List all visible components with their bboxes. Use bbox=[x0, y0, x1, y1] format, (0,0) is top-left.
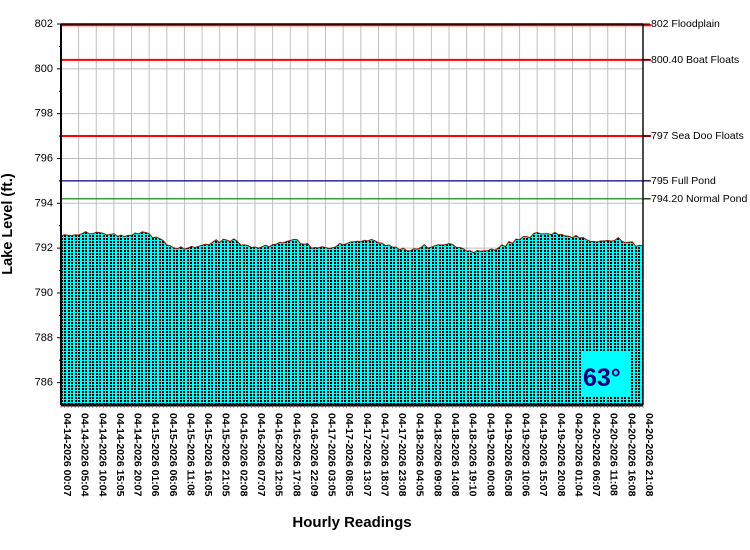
svg-text:04-19-2026 00:08: 04-19-2026 00:08 bbox=[484, 413, 496, 497]
svg-text:04-14-2026 00:07: 04-14-2026 00:07 bbox=[61, 413, 73, 497]
svg-text:802 Floodplain: 802 Floodplain bbox=[651, 18, 720, 30]
svg-text:04-20-2026 01:04: 04-20-2026 01:04 bbox=[572, 413, 584, 497]
svg-text:786: 786 bbox=[35, 377, 53, 389]
svg-text:04-20-2026 16:08: 04-20-2026 16:08 bbox=[625, 413, 637, 497]
svg-text:63°: 63° bbox=[583, 364, 621, 392]
svg-text:04-14-2026 10:04: 04-14-2026 10:04 bbox=[96, 413, 108, 497]
svg-text:04-16-2026 12:05: 04-16-2026 12:05 bbox=[273, 413, 285, 497]
svg-text:04-19-2026 20:08: 04-19-2026 20:08 bbox=[555, 413, 567, 497]
svg-text:794.20 Normal Pond: 794.20 Normal Pond bbox=[651, 193, 747, 205]
svg-text:04-16-2026 02:08: 04-16-2026 02:08 bbox=[237, 413, 249, 497]
svg-text:794: 794 bbox=[35, 197, 53, 209]
svg-text:04-15-2026 11:08: 04-15-2026 11:08 bbox=[184, 413, 196, 496]
svg-text:04-15-2026 06:06: 04-15-2026 06:06 bbox=[167, 413, 179, 497]
svg-text:790: 790 bbox=[35, 287, 53, 299]
svg-text:Hourly Readings: Hourly Readings bbox=[292, 514, 411, 531]
svg-text:788: 788 bbox=[35, 332, 53, 344]
svg-text:04-18-2026 14:08: 04-18-2026 14:08 bbox=[449, 413, 461, 497]
svg-text:797 Sea Doo Floats: 797 Sea Doo Floats bbox=[651, 130, 744, 142]
svg-text:04-18-2026 19:10: 04-18-2026 19:10 bbox=[467, 413, 479, 497]
svg-text:795 Full Pond: 795 Full Pond bbox=[651, 175, 716, 187]
svg-text:04-17-2026 13:07: 04-17-2026 13:07 bbox=[361, 413, 373, 497]
svg-text:04-20-2026 11:08: 04-20-2026 11:08 bbox=[608, 413, 620, 496]
svg-text:04-14-2026 05:04: 04-14-2026 05:04 bbox=[79, 413, 91, 497]
svg-text:04-20-2026 06:07: 04-20-2026 06:07 bbox=[590, 413, 602, 497]
svg-text:04-19-2026 05:08: 04-19-2026 05:08 bbox=[502, 413, 514, 497]
svg-text:04-16-2026 07:07: 04-16-2026 07:07 bbox=[255, 413, 267, 497]
svg-text:04-18-2026 04:05: 04-18-2026 04:05 bbox=[414, 413, 426, 497]
svg-text:04-16-2026 17:08: 04-16-2026 17:08 bbox=[290, 413, 302, 497]
svg-text:04-17-2026 23:08: 04-17-2026 23:08 bbox=[396, 413, 408, 497]
svg-text:802: 802 bbox=[35, 18, 53, 30]
svg-text:Lake Level (ft.): Lake Level (ft.) bbox=[0, 173, 16, 275]
svg-text:04-17-2026 08:05: 04-17-2026 08:05 bbox=[343, 413, 355, 497]
svg-text:798: 798 bbox=[35, 108, 53, 120]
svg-text:04-14-2026 15:05: 04-14-2026 15:05 bbox=[114, 413, 126, 497]
svg-text:04-19-2026 10:06: 04-19-2026 10:06 bbox=[520, 413, 532, 497]
svg-text:796: 796 bbox=[35, 152, 53, 164]
svg-text:04-15-2026 16:05: 04-15-2026 16:05 bbox=[202, 413, 214, 497]
svg-text:04-19-2026 15:07: 04-19-2026 15:07 bbox=[537, 413, 549, 497]
svg-text:04-15-2026 21:05: 04-15-2026 21:05 bbox=[220, 413, 232, 497]
svg-text:800: 800 bbox=[35, 63, 53, 75]
svg-text:04-18-2026 09:08: 04-18-2026 09:08 bbox=[431, 413, 443, 497]
svg-text:04-14-2026 20:07: 04-14-2026 20:07 bbox=[132, 413, 144, 497]
svg-text:792: 792 bbox=[35, 242, 53, 254]
svg-text:04-20-2026 21:08: 04-20-2026 21:08 bbox=[643, 413, 655, 497]
svg-text:04-17-2026 03:05: 04-17-2026 03:05 bbox=[326, 413, 338, 497]
svg-text:04-16-2026 22:09: 04-16-2026 22:09 bbox=[308, 413, 320, 497]
svg-text:04-17-2026 18:07: 04-17-2026 18:07 bbox=[378, 413, 390, 497]
svg-text:800.40 Boat Floats: 800.40 Boat Floats bbox=[651, 54, 739, 66]
svg-text:04-15-2026 01:06: 04-15-2026 01:06 bbox=[149, 413, 161, 497]
